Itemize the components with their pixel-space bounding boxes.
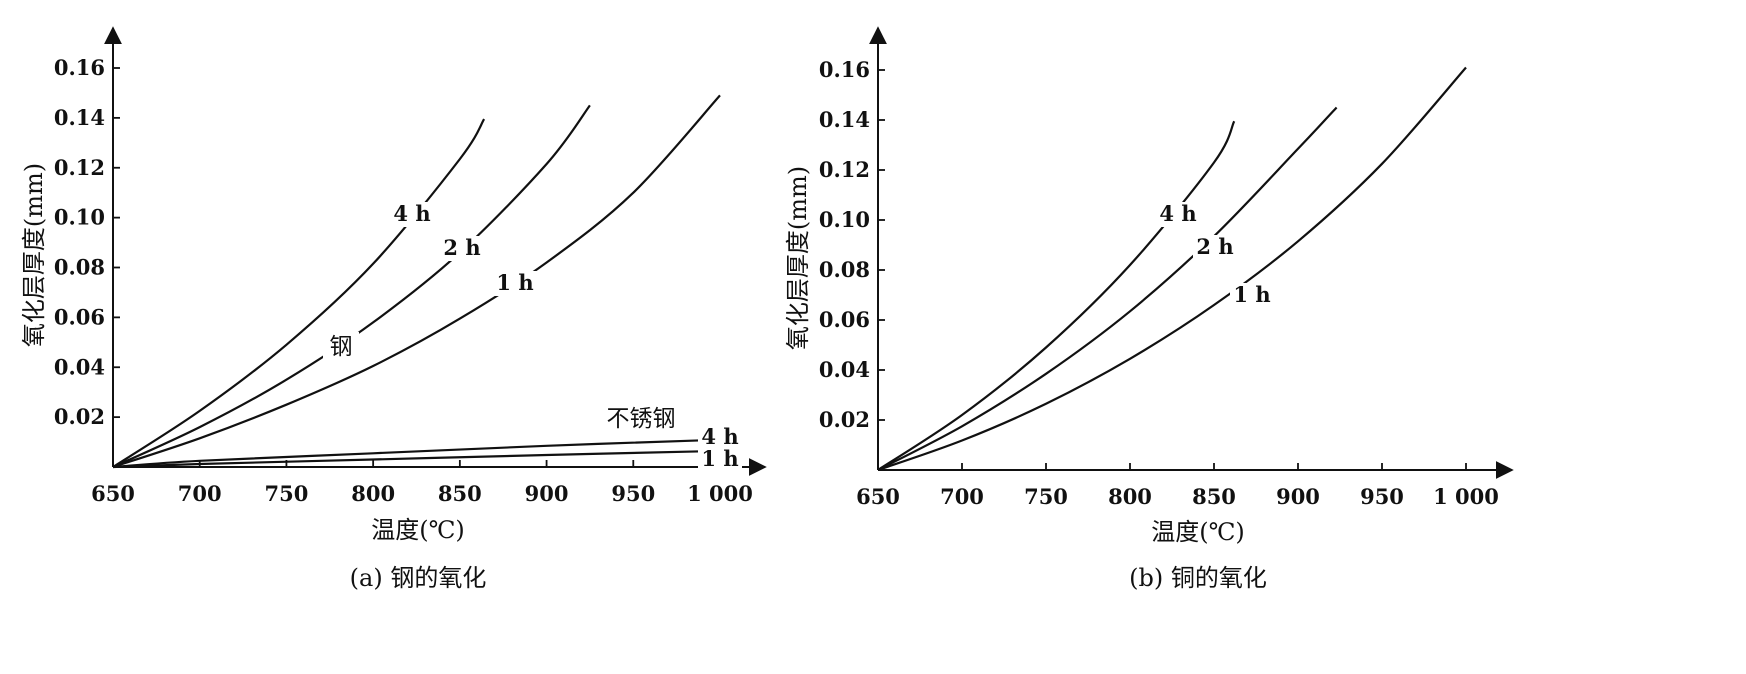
x-tick-label: 1 000 <box>1433 484 1499 509</box>
x-tick-label: 950 <box>611 481 655 506</box>
x-axis-label: 温度(℃) <box>371 516 465 544</box>
curve-label: 2 h <box>443 235 480 260</box>
y-tick-label: 0.04 <box>819 357 870 382</box>
series-line <box>877 120 1236 471</box>
x-tick-label: 750 <box>1024 484 1068 509</box>
x-tick-label: 950 <box>1360 484 1404 509</box>
curve-label-background <box>1230 283 1274 308</box>
x-tick-label: 700 <box>178 481 222 506</box>
chart-panel-copper: 650 700 750 800 850 900 950 1 000 0.02 0.04 0.06 0.… <box>784 26 1514 592</box>
y-tick-label: 0.14 <box>819 107 870 132</box>
curve-label: 1 h <box>496 270 533 295</box>
series-line <box>112 450 703 469</box>
y-tick-label: 0.10 <box>819 207 870 232</box>
curve-label: 4 h <box>1159 201 1196 226</box>
curve-label-background <box>698 425 742 450</box>
y-axis-label: 氧化层厚度(mm) <box>20 163 48 347</box>
curve-label-background <box>1156 202 1200 227</box>
series-line <box>112 104 591 469</box>
curve-label: 4 h <box>701 424 738 449</box>
y-tick-label: 0.10 <box>54 205 105 230</box>
series-line <box>112 118 486 468</box>
region-label: 不锈钢 <box>607 406 676 432</box>
figure-caption: (b) 铜的氧化 <box>1129 564 1267 592</box>
series-line <box>877 106 1338 471</box>
x-tick-label: 750 <box>265 481 309 506</box>
chart-panel-steel: 650 700 750 800 850 900 950 1 000 0.02 0.04 0.06 0.… <box>20 26 767 592</box>
region-label-background <box>323 332 359 362</box>
curve-label: 2 h <box>1196 234 1233 259</box>
curve-label-background <box>440 236 484 261</box>
x-tick-label: 800 <box>351 481 395 506</box>
series-line <box>877 66 1467 472</box>
curve-label-background <box>698 447 742 472</box>
curve-label-background <box>390 202 434 227</box>
curve-label: 4 h <box>393 201 430 226</box>
y-axis-label: 氧化层厚度(mm) <box>784 166 812 350</box>
y-tick-label: 0.16 <box>819 57 870 82</box>
series-line <box>112 439 703 469</box>
x-tick-label: 800 <box>1108 484 1152 509</box>
y-tick-label: 0.04 <box>54 354 105 379</box>
x-tick-label: 650 <box>91 481 135 506</box>
curve-label-background <box>1193 235 1237 260</box>
region-label: 钢 <box>330 334 353 360</box>
y-tick-label: 0.12 <box>54 155 105 180</box>
y-tick-label: 0.08 <box>819 257 870 282</box>
x-tick-label: 900 <box>1276 484 1320 509</box>
x-tick-label: 850 <box>1192 484 1236 509</box>
curve-label: 1 h <box>1233 282 1270 307</box>
x-tick-label: 850 <box>438 481 482 506</box>
y-tick-label: 0.12 <box>819 157 870 182</box>
series-line <box>112 94 721 469</box>
region-label-background <box>597 404 685 434</box>
y-tick-label: 0.06 <box>54 304 105 329</box>
y-tick-label: 0.14 <box>54 105 105 130</box>
x-tick-label: 1 000 <box>687 481 753 506</box>
curve-label: 1 h <box>701 446 738 471</box>
y-tick-label: 0.02 <box>54 404 105 429</box>
x-tick-label: 700 <box>940 484 984 509</box>
y-tick-label: 0.08 <box>54 255 105 280</box>
x-tick-label: 650 <box>856 484 900 509</box>
y-tick-label: 0.16 <box>54 55 105 80</box>
x-axis-label: 温度(℃) <box>1151 518 1245 546</box>
x-tick-label: 900 <box>525 481 569 506</box>
figure-caption: (a) 钢的氧化 <box>350 564 487 592</box>
y-tick-label: 0.02 <box>819 407 870 432</box>
y-tick-label: 0.06 <box>819 307 870 332</box>
curve-label-background <box>493 271 537 296</box>
